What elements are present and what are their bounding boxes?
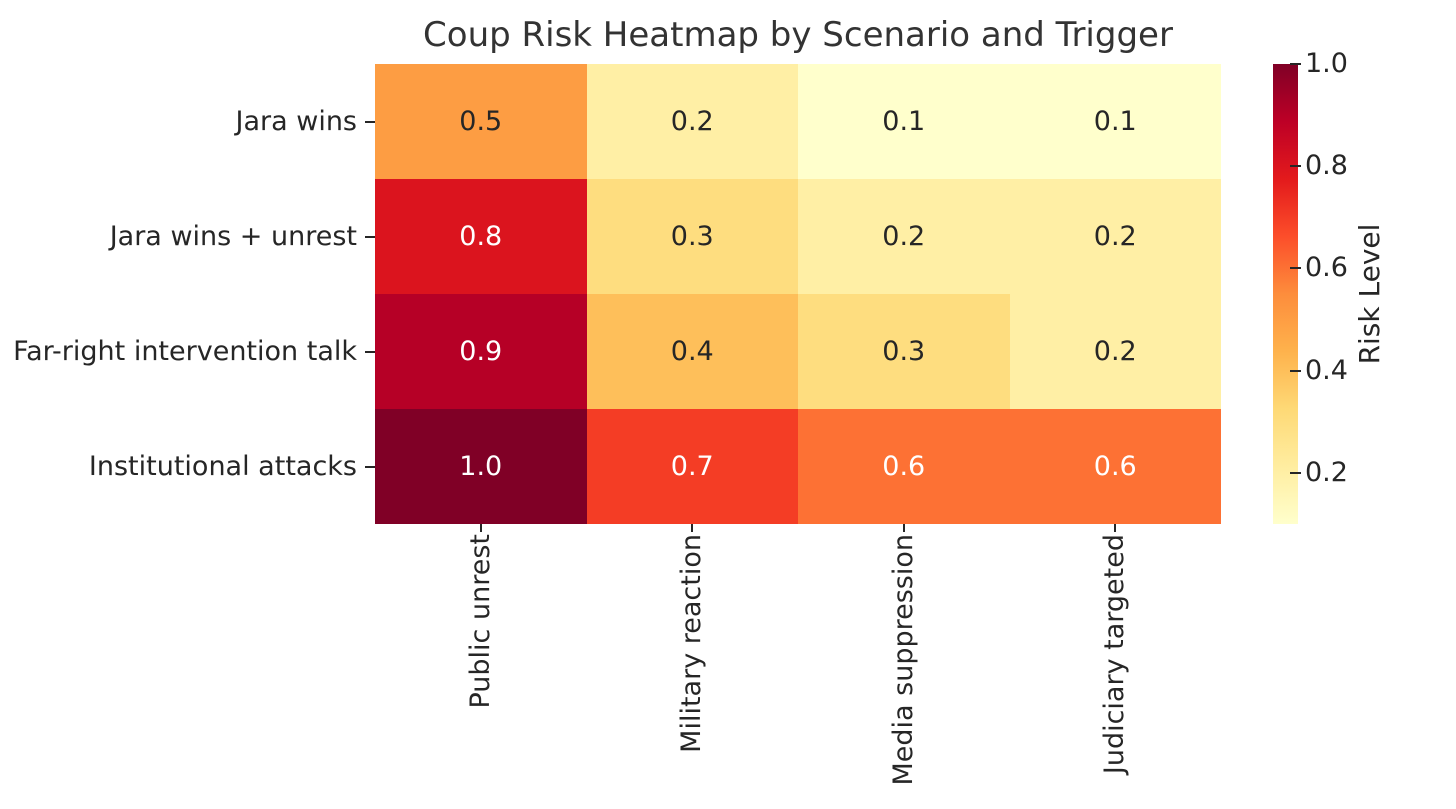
x-tick-mark [479, 524, 482, 532]
heatmap-cell: 0.3 [586, 179, 798, 294]
heatmap-cell: 0.8 [375, 179, 587, 294]
y-tick-label: Jara wins + unrest [109, 220, 357, 252]
colorbar-label: Risk Level [1353, 223, 1386, 365]
heatmap-cell: 0.6 [798, 409, 1010, 524]
x-tick-mark [902, 524, 905, 532]
heatmap-cell: 0.5 [375, 64, 587, 179]
y-tick-mark [365, 350, 375, 353]
x-tick-mark [1114, 524, 1117, 532]
y-tick-label: Far-right intervention talk [13, 335, 357, 367]
colorbar-tick-mark [1290, 267, 1301, 270]
x-tick-mark [691, 524, 694, 532]
colorbar [1273, 64, 1298, 524]
x-tick-label: Public unrest [464, 534, 496, 709]
heatmap-cell: 0.2 [798, 179, 1010, 294]
colorbar-tick-mark [1290, 63, 1301, 65]
colorbar-tick-mark [1290, 369, 1301, 372]
colorbar-tick-mark [1290, 471, 1301, 474]
heatmap-cell: 0.2 [586, 64, 798, 179]
colorbar-tick-label: 0.8 [1305, 150, 1348, 182]
y-tick-mark [365, 465, 375, 468]
y-tick-mark [365, 120, 375, 123]
heatmap-cell: 0.3 [798, 294, 1010, 409]
heatmap-cell: 0.2 [1009, 294, 1221, 409]
x-tick-label: Military reaction [676, 534, 708, 753]
y-tick-label: Jara wins [235, 105, 358, 137]
colorbar-tick-label: 0.2 [1305, 456, 1348, 488]
heatmap-cell: 0.1 [798, 64, 1010, 179]
heatmap-grid: 0.5 0.2 0.1 0.1 0.8 0.3 0.2 0.2 0.9 0.4 0.3 0.2 1.0 0… [375, 64, 1221, 524]
colorbar-tick-label: 0.6 [1305, 252, 1348, 284]
heatmap-cell: 0.7 [586, 409, 798, 524]
x-tick-label: Judiciary targeted [1099, 534, 1131, 775]
y-tick-mark [365, 235, 375, 238]
colorbar-tick-label: 1.0 [1305, 48, 1348, 79]
heatmap-cell: 0.9 [375, 294, 587, 409]
heatmap-cell: 0.6 [1009, 409, 1221, 524]
heatmap-cell: 0.4 [586, 294, 798, 409]
chart-title: Coup Risk Heatmap by Scenario and Trigge… [423, 15, 1173, 55]
heatmap-cell: 0.2 [1009, 179, 1221, 294]
x-tick-label: Media suppression [887, 534, 919, 786]
colorbar-tick-label: 0.4 [1305, 354, 1348, 386]
colorbar-tick-mark [1290, 165, 1301, 168]
y-tick-label: Institutional attacks [88, 450, 357, 482]
heatmap-cell: 1.0 [375, 409, 587, 524]
heatmap-cell: 0.1 [1009, 64, 1221, 179]
